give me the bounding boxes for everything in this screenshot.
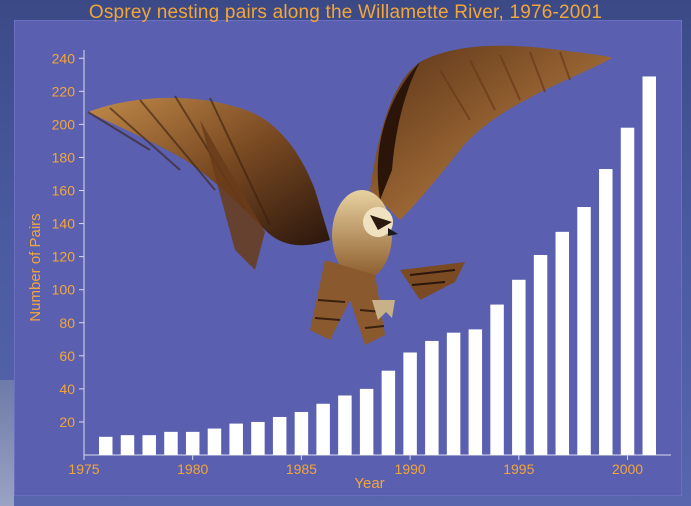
bar	[207, 428, 222, 455]
bar	[642, 76, 656, 456]
y-tick-label: 220	[52, 83, 76, 99]
bar	[338, 395, 352, 455]
y-tick-label: 40	[59, 381, 75, 397]
y-tick-label: 160	[52, 183, 76, 199]
y-tick-label: 100	[52, 282, 76, 298]
x-tick-label: 1980	[177, 461, 208, 477]
bar	[512, 279, 526, 455]
bar	[272, 416, 287, 455]
x-tick-label: 1975	[68, 461, 99, 477]
y-tick-label: 120	[52, 249, 76, 265]
bar	[577, 207, 591, 455]
x-tick-label: 1995	[503, 461, 534, 477]
axes: 20 40 60 80 100 120 140 160 180 200 220 240 1975 1980…	[27, 50, 671, 492]
y-tick-label: 140	[52, 216, 76, 232]
bar	[599, 169, 613, 456]
x-tick-label: 1985	[286, 461, 317, 477]
y-axis-label: Number of Pairs	[27, 213, 44, 321]
x-tick-label: 2000	[612, 461, 643, 477]
y-tick-label: 20	[59, 414, 75, 430]
bar	[164, 431, 178, 455]
bar	[533, 254, 548, 455]
chart-title: Osprey nesting pairs along the Willamett…	[88, 2, 603, 23]
y-tick-label: 60	[59, 348, 75, 364]
x-axis-label: Year	[354, 475, 384, 492]
x-tick-label: 1990	[395, 461, 426, 477]
bar	[403, 352, 417, 455]
bar	[381, 370, 396, 455]
y-tick-label: 180	[52, 149, 76, 165]
bar	[251, 421, 265, 455]
bars	[99, 76, 656, 456]
y-tick-label: 240	[52, 50, 76, 66]
background-photo-edge	[0, 380, 14, 506]
bar	[229, 423, 243, 455]
bar	[120, 435, 135, 455]
bar	[620, 127, 635, 455]
bar	[185, 431, 200, 455]
bar	[294, 412, 309, 455]
bar	[555, 231, 570, 455]
bar	[490, 304, 504, 455]
y-tick-label: 200	[52, 116, 76, 132]
bar	[316, 403, 330, 455]
bar	[359, 388, 374, 455]
bar	[446, 332, 461, 455]
bar	[99, 436, 113, 455]
bar	[425, 340, 439, 455]
bar	[142, 435, 156, 455]
bar	[468, 329, 483, 455]
y-tick-label: 80	[59, 315, 75, 331]
osprey-photo	[87, 45, 612, 345]
